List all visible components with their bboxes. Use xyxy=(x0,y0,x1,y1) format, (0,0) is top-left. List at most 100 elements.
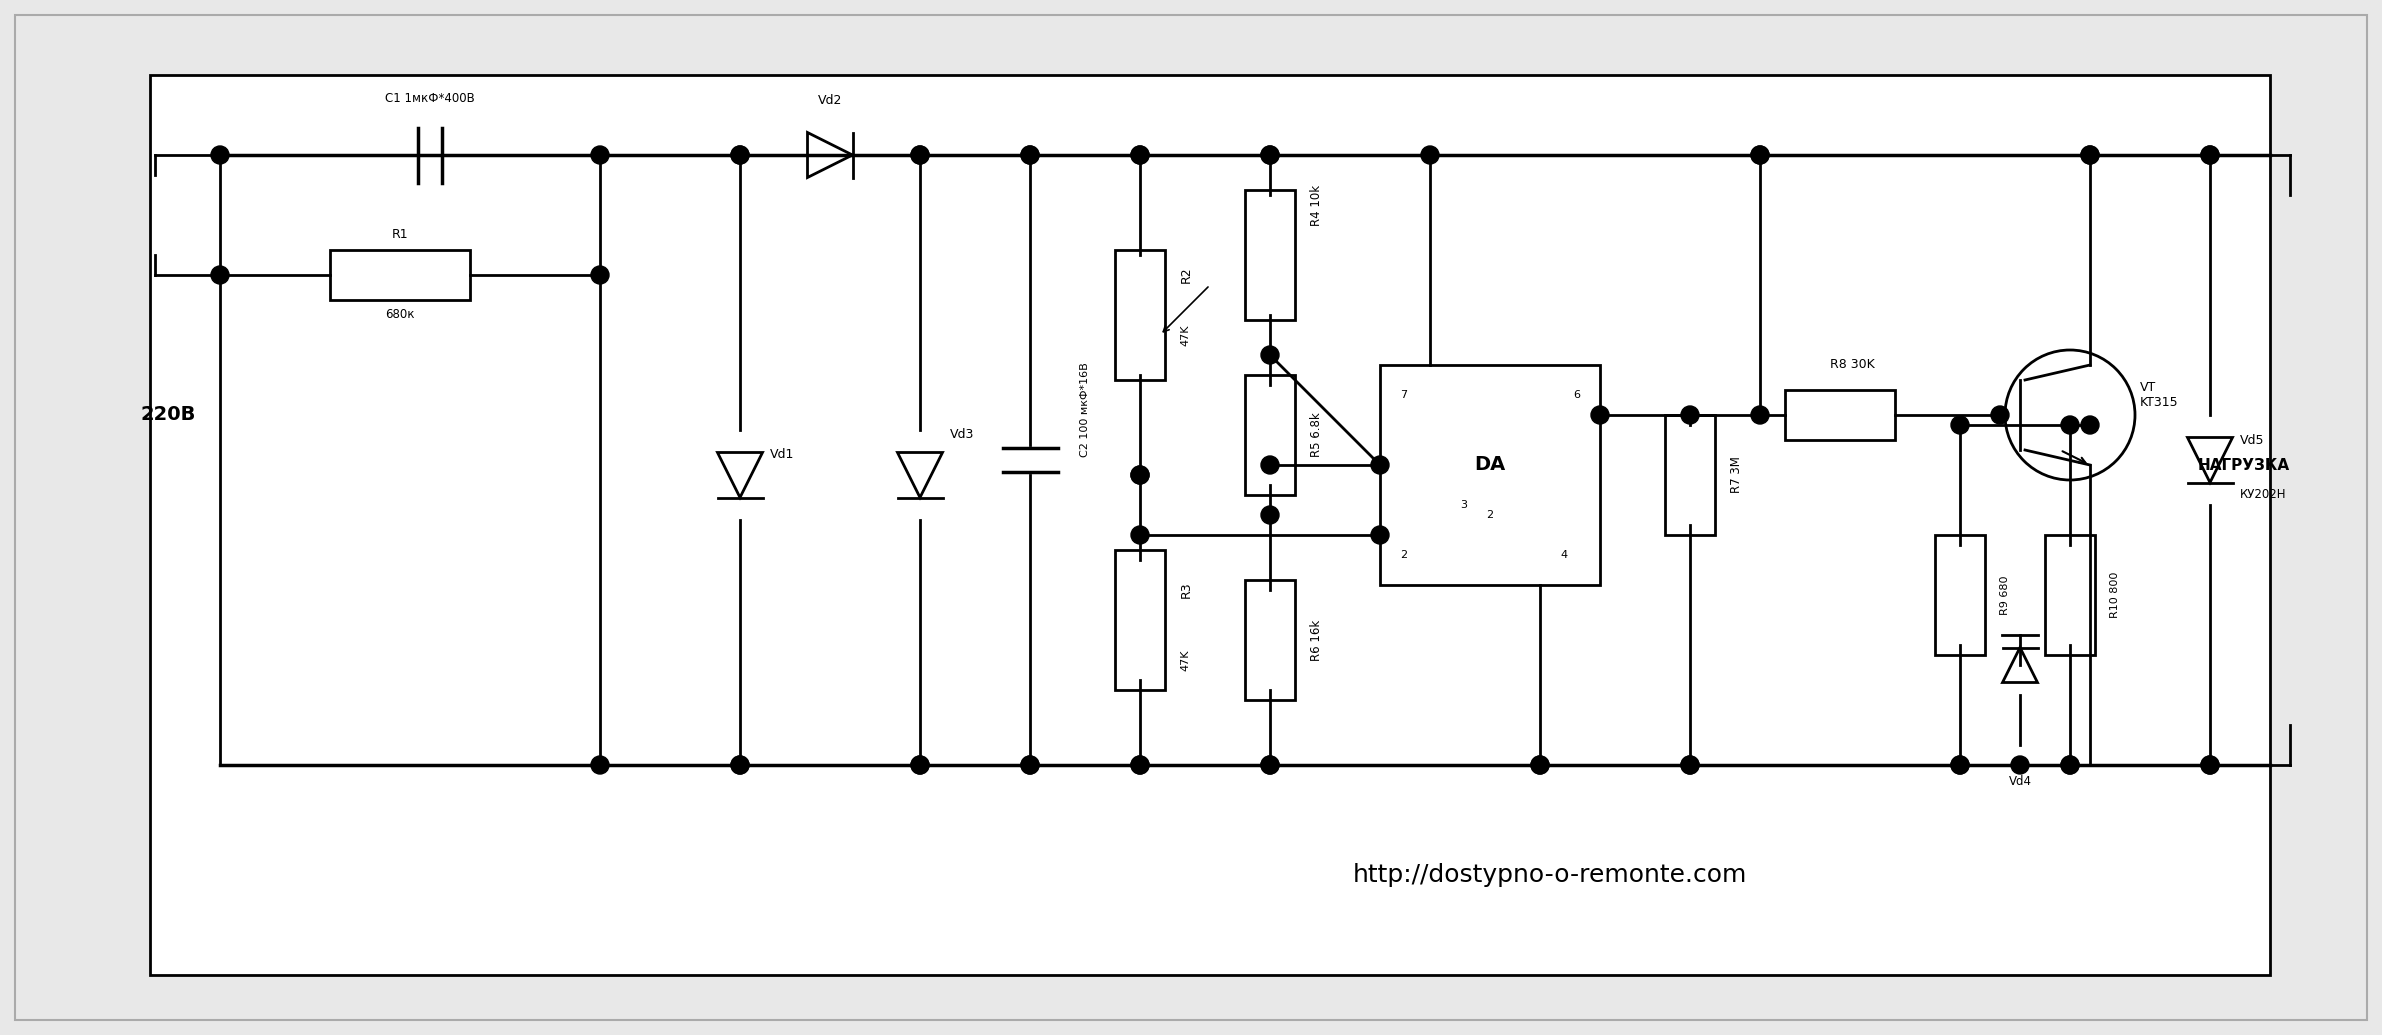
Circle shape xyxy=(1591,406,1608,424)
Circle shape xyxy=(1751,406,1770,424)
Circle shape xyxy=(2060,756,2079,774)
Bar xyxy=(150,75,2270,975)
Text: 2: 2 xyxy=(1401,550,1408,560)
Circle shape xyxy=(2060,756,2079,774)
Circle shape xyxy=(1260,506,1279,524)
Bar xyxy=(1246,580,1296,700)
Circle shape xyxy=(731,146,748,164)
Text: R5 6.8k: R5 6.8k xyxy=(1310,413,1322,457)
Circle shape xyxy=(1260,146,1279,164)
Circle shape xyxy=(2201,146,2220,164)
Circle shape xyxy=(1260,146,1279,164)
Circle shape xyxy=(1131,146,1148,164)
Circle shape xyxy=(1991,406,2008,424)
Circle shape xyxy=(910,756,929,774)
Bar xyxy=(1115,250,1165,380)
Circle shape xyxy=(1022,146,1039,164)
Circle shape xyxy=(731,756,748,774)
Text: 6: 6 xyxy=(1572,390,1579,400)
Text: http://dostypno-o-remonte.com: http://dostypno-o-remonte.com xyxy=(1353,863,1746,887)
Text: 4: 4 xyxy=(1560,550,1567,560)
Text: КУ202Н: КУ202Н xyxy=(2239,489,2287,502)
Circle shape xyxy=(1131,146,1148,164)
Circle shape xyxy=(1260,756,1279,774)
Circle shape xyxy=(1951,756,1970,774)
Circle shape xyxy=(591,266,610,284)
Circle shape xyxy=(1131,756,1148,774)
Bar xyxy=(2046,535,2096,655)
Bar xyxy=(1784,390,1896,440)
Circle shape xyxy=(1532,756,1548,774)
Text: 2: 2 xyxy=(1486,510,1494,520)
Text: 3: 3 xyxy=(1460,500,1467,510)
Circle shape xyxy=(910,756,929,774)
Circle shape xyxy=(1260,346,1279,364)
Circle shape xyxy=(2201,756,2220,774)
Text: R4 10k: R4 10k xyxy=(1310,184,1322,226)
Circle shape xyxy=(212,266,229,284)
Text: R9 680: R9 680 xyxy=(2001,575,2010,615)
Circle shape xyxy=(212,146,229,164)
Circle shape xyxy=(1951,416,1970,434)
Circle shape xyxy=(2082,146,2099,164)
Circle shape xyxy=(1751,146,1770,164)
Circle shape xyxy=(1131,466,1148,484)
Circle shape xyxy=(1372,526,1389,544)
Text: 220B: 220B xyxy=(141,406,195,424)
Text: C2 100 мкФ*16В: C2 100 мкФ*16В xyxy=(1079,362,1091,457)
Circle shape xyxy=(910,146,929,164)
Circle shape xyxy=(2060,416,2079,434)
Bar xyxy=(1379,365,1601,585)
Circle shape xyxy=(1260,456,1279,474)
Circle shape xyxy=(1131,756,1148,774)
Circle shape xyxy=(1131,526,1148,544)
Circle shape xyxy=(1951,756,1970,774)
Text: Vd1: Vd1 xyxy=(769,448,793,462)
Text: 47K: 47K xyxy=(1179,324,1191,346)
Circle shape xyxy=(1532,756,1548,774)
Circle shape xyxy=(731,146,748,164)
Circle shape xyxy=(1422,146,1439,164)
Circle shape xyxy=(2201,146,2220,164)
Circle shape xyxy=(1022,146,1039,164)
Circle shape xyxy=(1682,756,1698,774)
Bar xyxy=(1115,550,1165,690)
Circle shape xyxy=(1260,756,1279,774)
Text: 680к: 680к xyxy=(386,308,414,322)
Circle shape xyxy=(2201,756,2220,774)
Text: R3: R3 xyxy=(1179,582,1193,598)
Text: R10 800: R10 800 xyxy=(2110,571,2120,618)
Bar xyxy=(1246,375,1296,495)
Text: DA: DA xyxy=(1474,455,1505,474)
Text: R7 3M: R7 3M xyxy=(1729,456,1744,494)
Text: 7: 7 xyxy=(1401,390,1408,400)
Text: VT
KT315: VT KT315 xyxy=(2139,381,2180,409)
Text: Vd4: Vd4 xyxy=(2008,775,2032,788)
Circle shape xyxy=(591,146,610,164)
Text: R1: R1 xyxy=(391,229,407,241)
Text: C1 1мкФ*400В: C1 1мкФ*400В xyxy=(386,92,474,105)
Bar xyxy=(1246,190,1296,320)
Circle shape xyxy=(1682,756,1698,774)
Bar xyxy=(1665,415,1715,535)
Circle shape xyxy=(2082,416,2099,434)
Circle shape xyxy=(1022,756,1039,774)
Circle shape xyxy=(1751,146,1770,164)
Text: Vd3: Vd3 xyxy=(950,428,974,442)
Text: 47K: 47K xyxy=(1179,649,1191,671)
Circle shape xyxy=(1131,466,1148,484)
Circle shape xyxy=(731,756,748,774)
Text: R2: R2 xyxy=(1179,267,1193,284)
Text: Vd2: Vd2 xyxy=(817,93,843,107)
Bar xyxy=(1934,535,1984,655)
Bar xyxy=(331,250,469,300)
Text: Vd5: Vd5 xyxy=(2239,434,2265,446)
Circle shape xyxy=(2082,146,2099,164)
Circle shape xyxy=(591,756,610,774)
Circle shape xyxy=(1682,406,1698,424)
Circle shape xyxy=(1372,456,1389,474)
Text: НАГРУЗКА: НАГРУЗКА xyxy=(2199,457,2289,473)
Text: R8 30K: R8 30K xyxy=(1829,358,1875,372)
Circle shape xyxy=(2010,756,2029,774)
Circle shape xyxy=(910,146,929,164)
